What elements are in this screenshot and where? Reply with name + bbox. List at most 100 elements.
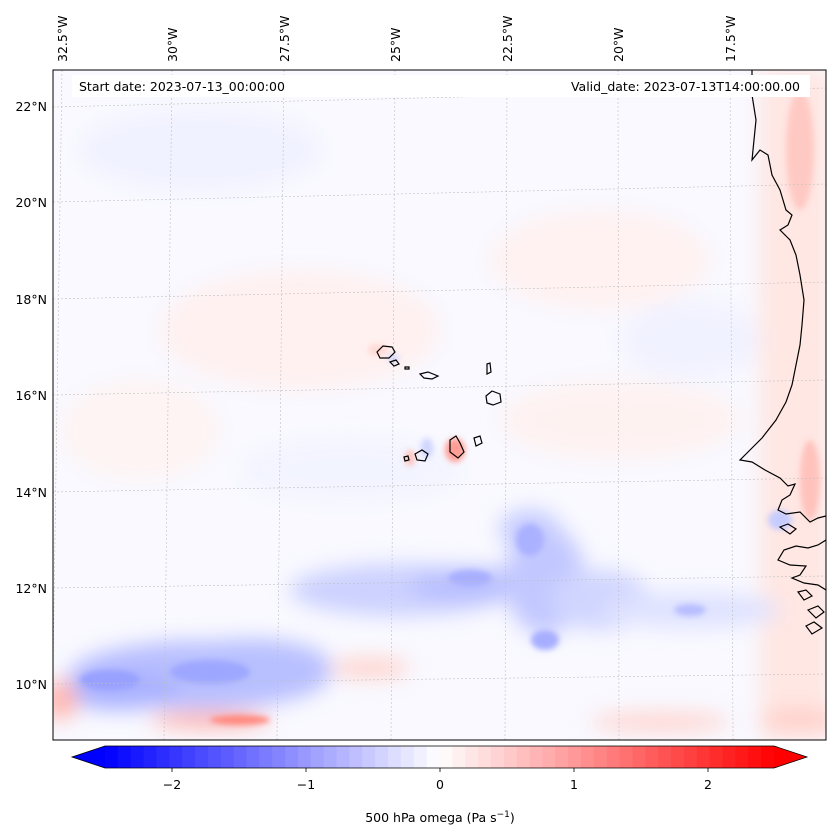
colorbar-cell bbox=[195, 746, 209, 768]
colorbar-cell bbox=[452, 746, 466, 768]
lon-label: 25°W bbox=[388, 27, 403, 62]
gridline-lat bbox=[53, 183, 826, 203]
lat-label: 18°N bbox=[15, 292, 47, 307]
colorbar-cell bbox=[105, 746, 119, 768]
colorbar-cell bbox=[156, 746, 170, 768]
gridline-lat bbox=[53, 575, 826, 589]
lon-label: 17.5°W bbox=[723, 16, 738, 62]
santa-luzia bbox=[404, 366, 410, 370]
colorbar-cell bbox=[375, 746, 389, 768]
colorbar-cell bbox=[362, 746, 376, 768]
colorbar-cell bbox=[426, 746, 440, 768]
colorbar-cell bbox=[117, 746, 132, 768]
colorbar-cell bbox=[349, 746, 363, 768]
colorbar-cell bbox=[529, 746, 543, 768]
colorbar-cell bbox=[259, 746, 273, 768]
colorbar-cell bbox=[169, 746, 183, 768]
lon-label: 20°W bbox=[611, 27, 626, 62]
colorbar-cell bbox=[465, 746, 479, 768]
colorbar-cell bbox=[285, 746, 299, 768]
colorbar-cell bbox=[555, 746, 569, 768]
colorbar-cell bbox=[645, 746, 659, 768]
colorbar-cell bbox=[246, 746, 260, 768]
colorbar-cell bbox=[233, 746, 247, 768]
colorbar-cell bbox=[709, 746, 723, 768]
santiago bbox=[449, 435, 465, 459]
colorbar-cell bbox=[722, 746, 736, 768]
lat-label: 12°N bbox=[15, 581, 47, 596]
santo-antao bbox=[376, 345, 396, 359]
sao-vicente bbox=[388, 359, 400, 367]
africa-coastline bbox=[738, 70, 826, 523]
colorbar-cell bbox=[130, 746, 144, 768]
colorbar-label-superscript: −1 bbox=[497, 810, 510, 820]
africa-coastline-south bbox=[777, 539, 826, 591]
brava bbox=[403, 455, 410, 462]
coast-islets bbox=[778, 523, 825, 635]
colorbar-cell bbox=[413, 746, 428, 768]
colorbar-cell bbox=[182, 746, 196, 768]
colorbar-tick-label: 1 bbox=[570, 777, 578, 792]
lon-label: 30°W bbox=[165, 27, 180, 62]
coastlines bbox=[376, 70, 826, 635]
colorbar-tick-label: −2 bbox=[163, 777, 181, 792]
colorbar-cell bbox=[323, 746, 337, 768]
lon-label: 22.5°W bbox=[500, 16, 515, 62]
colorbar-cell bbox=[632, 746, 646, 768]
colorbar-cell bbox=[658, 746, 672, 768]
header-box bbox=[72, 75, 810, 97]
colorbar-cell bbox=[619, 746, 633, 768]
colorbar-cell bbox=[220, 746, 235, 768]
colorbar-cell bbox=[439, 746, 453, 768]
omega-field bbox=[53, 70, 826, 740]
colorbar-cell bbox=[568, 746, 582, 768]
colorbar-cell bbox=[336, 746, 350, 768]
lon-label: 27.5°W bbox=[277, 16, 292, 62]
colorbar-cell bbox=[400, 746, 415, 768]
colorbar-cell bbox=[671, 746, 685, 768]
valid-date-label: Valid_date: 2023-07-13T14:00:00.00 bbox=[571, 79, 800, 94]
colorbar-cell bbox=[490, 746, 505, 768]
colorbar-cell bbox=[207, 746, 222, 768]
colorbar-cell bbox=[696, 746, 711, 768]
lat-label: 20°N bbox=[15, 195, 47, 210]
fogo bbox=[414, 449, 429, 462]
colorbar-label-main: 500 hPa omega (Pa s bbox=[365, 810, 496, 825]
colorbar-cell bbox=[735, 746, 749, 768]
colorbar-cell bbox=[593, 746, 608, 768]
colorbar-outline bbox=[70, 745, 809, 769]
lat-label: 10°N bbox=[15, 677, 47, 692]
sao-nicolau bbox=[418, 371, 440, 380]
colorbar-cell bbox=[761, 746, 775, 768]
lat-label: 14°N bbox=[15, 485, 47, 500]
colorbar-cell bbox=[516, 746, 530, 768]
colorbar-cell bbox=[683, 746, 698, 768]
colorbar-label-close: ) bbox=[510, 810, 515, 825]
colorbar-max-extension bbox=[774, 746, 807, 768]
colorbar-cell bbox=[310, 746, 325, 768]
boa-vista bbox=[485, 390, 502, 406]
colorbar-cell bbox=[542, 746, 556, 768]
colorbar-cell bbox=[748, 746, 762, 768]
gridline-lat bbox=[53, 281, 826, 300]
colorbar-cell bbox=[143, 746, 157, 768]
colorbar-cell bbox=[388, 746, 402, 768]
colorbar-tick-label: 2 bbox=[704, 777, 712, 792]
colorbar-tick-label: 0 bbox=[436, 777, 444, 792]
colorbar-label: 500 hPa omega (Pa s−1) bbox=[365, 810, 515, 825]
colorbar-tick-label: −1 bbox=[297, 777, 315, 792]
colorbar-cell bbox=[503, 746, 518, 768]
gridline-lat bbox=[53, 379, 826, 396]
colorbar-cell bbox=[606, 746, 621, 768]
colorbar: −2 −1 0 1 2 500 hPa omega (Pa s−1) bbox=[70, 745, 809, 825]
colorbar-cell bbox=[581, 746, 595, 768]
colorbar-min-extension bbox=[72, 746, 105, 768]
colorbar-cell bbox=[478, 746, 492, 768]
lat-label: 22°N bbox=[15, 99, 47, 114]
lat-label: 16°N bbox=[15, 388, 47, 403]
start-date-label: Start date: 2023-07-13_00:00:00 bbox=[79, 79, 285, 94]
maio bbox=[473, 435, 483, 447]
sal bbox=[486, 362, 492, 375]
gridline-lat bbox=[53, 477, 826, 493]
